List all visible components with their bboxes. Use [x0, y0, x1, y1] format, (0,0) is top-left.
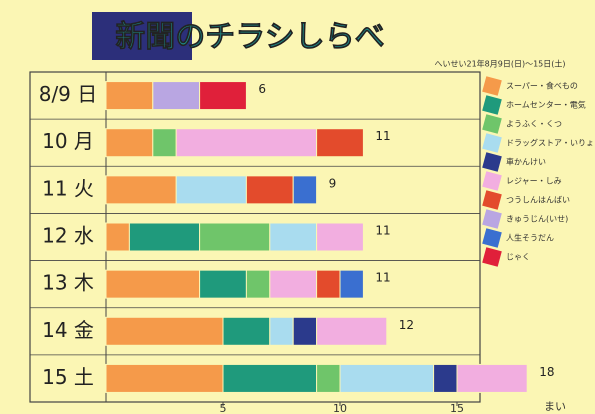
bar-segment: [269, 222, 318, 252]
bar-segment: [222, 316, 271, 346]
bar-segment: [105, 81, 154, 111]
x-tick-label: 15: [450, 402, 464, 414]
legend-label: スーパー・食べもの: [506, 81, 578, 91]
y-tick-label: 12 水: [42, 224, 94, 248]
bar-segment: [105, 269, 201, 299]
total-label: 11: [375, 224, 390, 238]
legend-label: ホームセンター・電気: [506, 100, 586, 110]
legend-swatch: [482, 171, 502, 191]
bar-segment: [128, 222, 201, 252]
legend-swatch: [482, 228, 502, 248]
legend-label: じゃく: [506, 253, 530, 262]
total-label: 12: [399, 318, 414, 332]
bar-segment: [199, 269, 247, 299]
legend-swatch: [482, 152, 502, 172]
bar-segment: [175, 128, 318, 158]
legend-swatch: [482, 76, 502, 96]
total-label: 11: [375, 271, 390, 285]
bar-segment: [269, 269, 318, 299]
bar-segment: [245, 175, 294, 205]
bar-segment: [269, 316, 294, 346]
chart-title: 新聞のチラシしらべ: [115, 20, 384, 55]
bar-segment: [105, 363, 224, 393]
total-label: 9: [329, 176, 337, 190]
legend-label: ドラッグストア・いりょう: [506, 138, 595, 148]
title-box: [92, 12, 192, 60]
bar-segment: [199, 81, 247, 111]
legend-swatch: [482, 114, 502, 134]
legend-swatch: [482, 133, 502, 153]
legend-label: レジャー・しみ: [506, 177, 562, 186]
bar-segment: [105, 175, 177, 205]
legend-label: 車かんけい: [506, 157, 546, 167]
total-label: 18: [539, 365, 554, 379]
bar-segment: [292, 175, 318, 205]
legend-label: ようふく・くつ: [506, 120, 562, 129]
total-label: 11: [375, 129, 390, 143]
y-tick-label: 8/9 日: [39, 82, 98, 106]
bar-segment: [105, 222, 130, 252]
bar-segment: [456, 363, 528, 393]
bar-segment: [316, 363, 341, 393]
bar-segment: [316, 222, 364, 252]
legend-swatch: [482, 95, 502, 115]
y-tick-label: 15 土: [42, 365, 94, 389]
bar-segment: [175, 175, 247, 205]
y-tick-label: 13 木: [42, 271, 94, 295]
frame: [29, 71, 481, 403]
y-tick-label: 11 火: [42, 176, 94, 200]
bar-segment: [433, 363, 458, 393]
legend-label: きゅうじん(いせ): [506, 215, 568, 224]
legend-swatch: [482, 247, 502, 267]
bar-segment: [316, 269, 341, 299]
bar-segment: [339, 363, 435, 393]
bar-segment: [245, 269, 271, 299]
legend-swatch: [482, 190, 502, 210]
x-tick-label: 5: [220, 402, 227, 414]
bar-segment: [105, 128, 154, 158]
y-tick-label: 14 金: [42, 318, 94, 342]
legend-label: つうしんはんばい: [506, 196, 570, 205]
bar-segment: [339, 269, 364, 299]
subtitle: へいせい21年8月9日(日)～15日(土): [434, 59, 565, 69]
legend-label: 人生そうだん: [506, 233, 554, 243]
x-tick-label: 10: [333, 402, 347, 414]
bar-segment: [105, 316, 224, 346]
y-tick-label: 10 月: [42, 129, 94, 153]
legend-swatch: [482, 209, 502, 229]
x-axis-label: まい: [544, 400, 566, 413]
bar-segment: [152, 81, 201, 111]
bar-segment: [292, 316, 318, 346]
bar-segment: [152, 128, 177, 158]
bar-segment: [199, 222, 271, 252]
bar-segment: [222, 363, 318, 393]
bar-segment: [316, 316, 388, 346]
bar-segment: [316, 128, 364, 158]
total-label: 6: [258, 82, 266, 96]
